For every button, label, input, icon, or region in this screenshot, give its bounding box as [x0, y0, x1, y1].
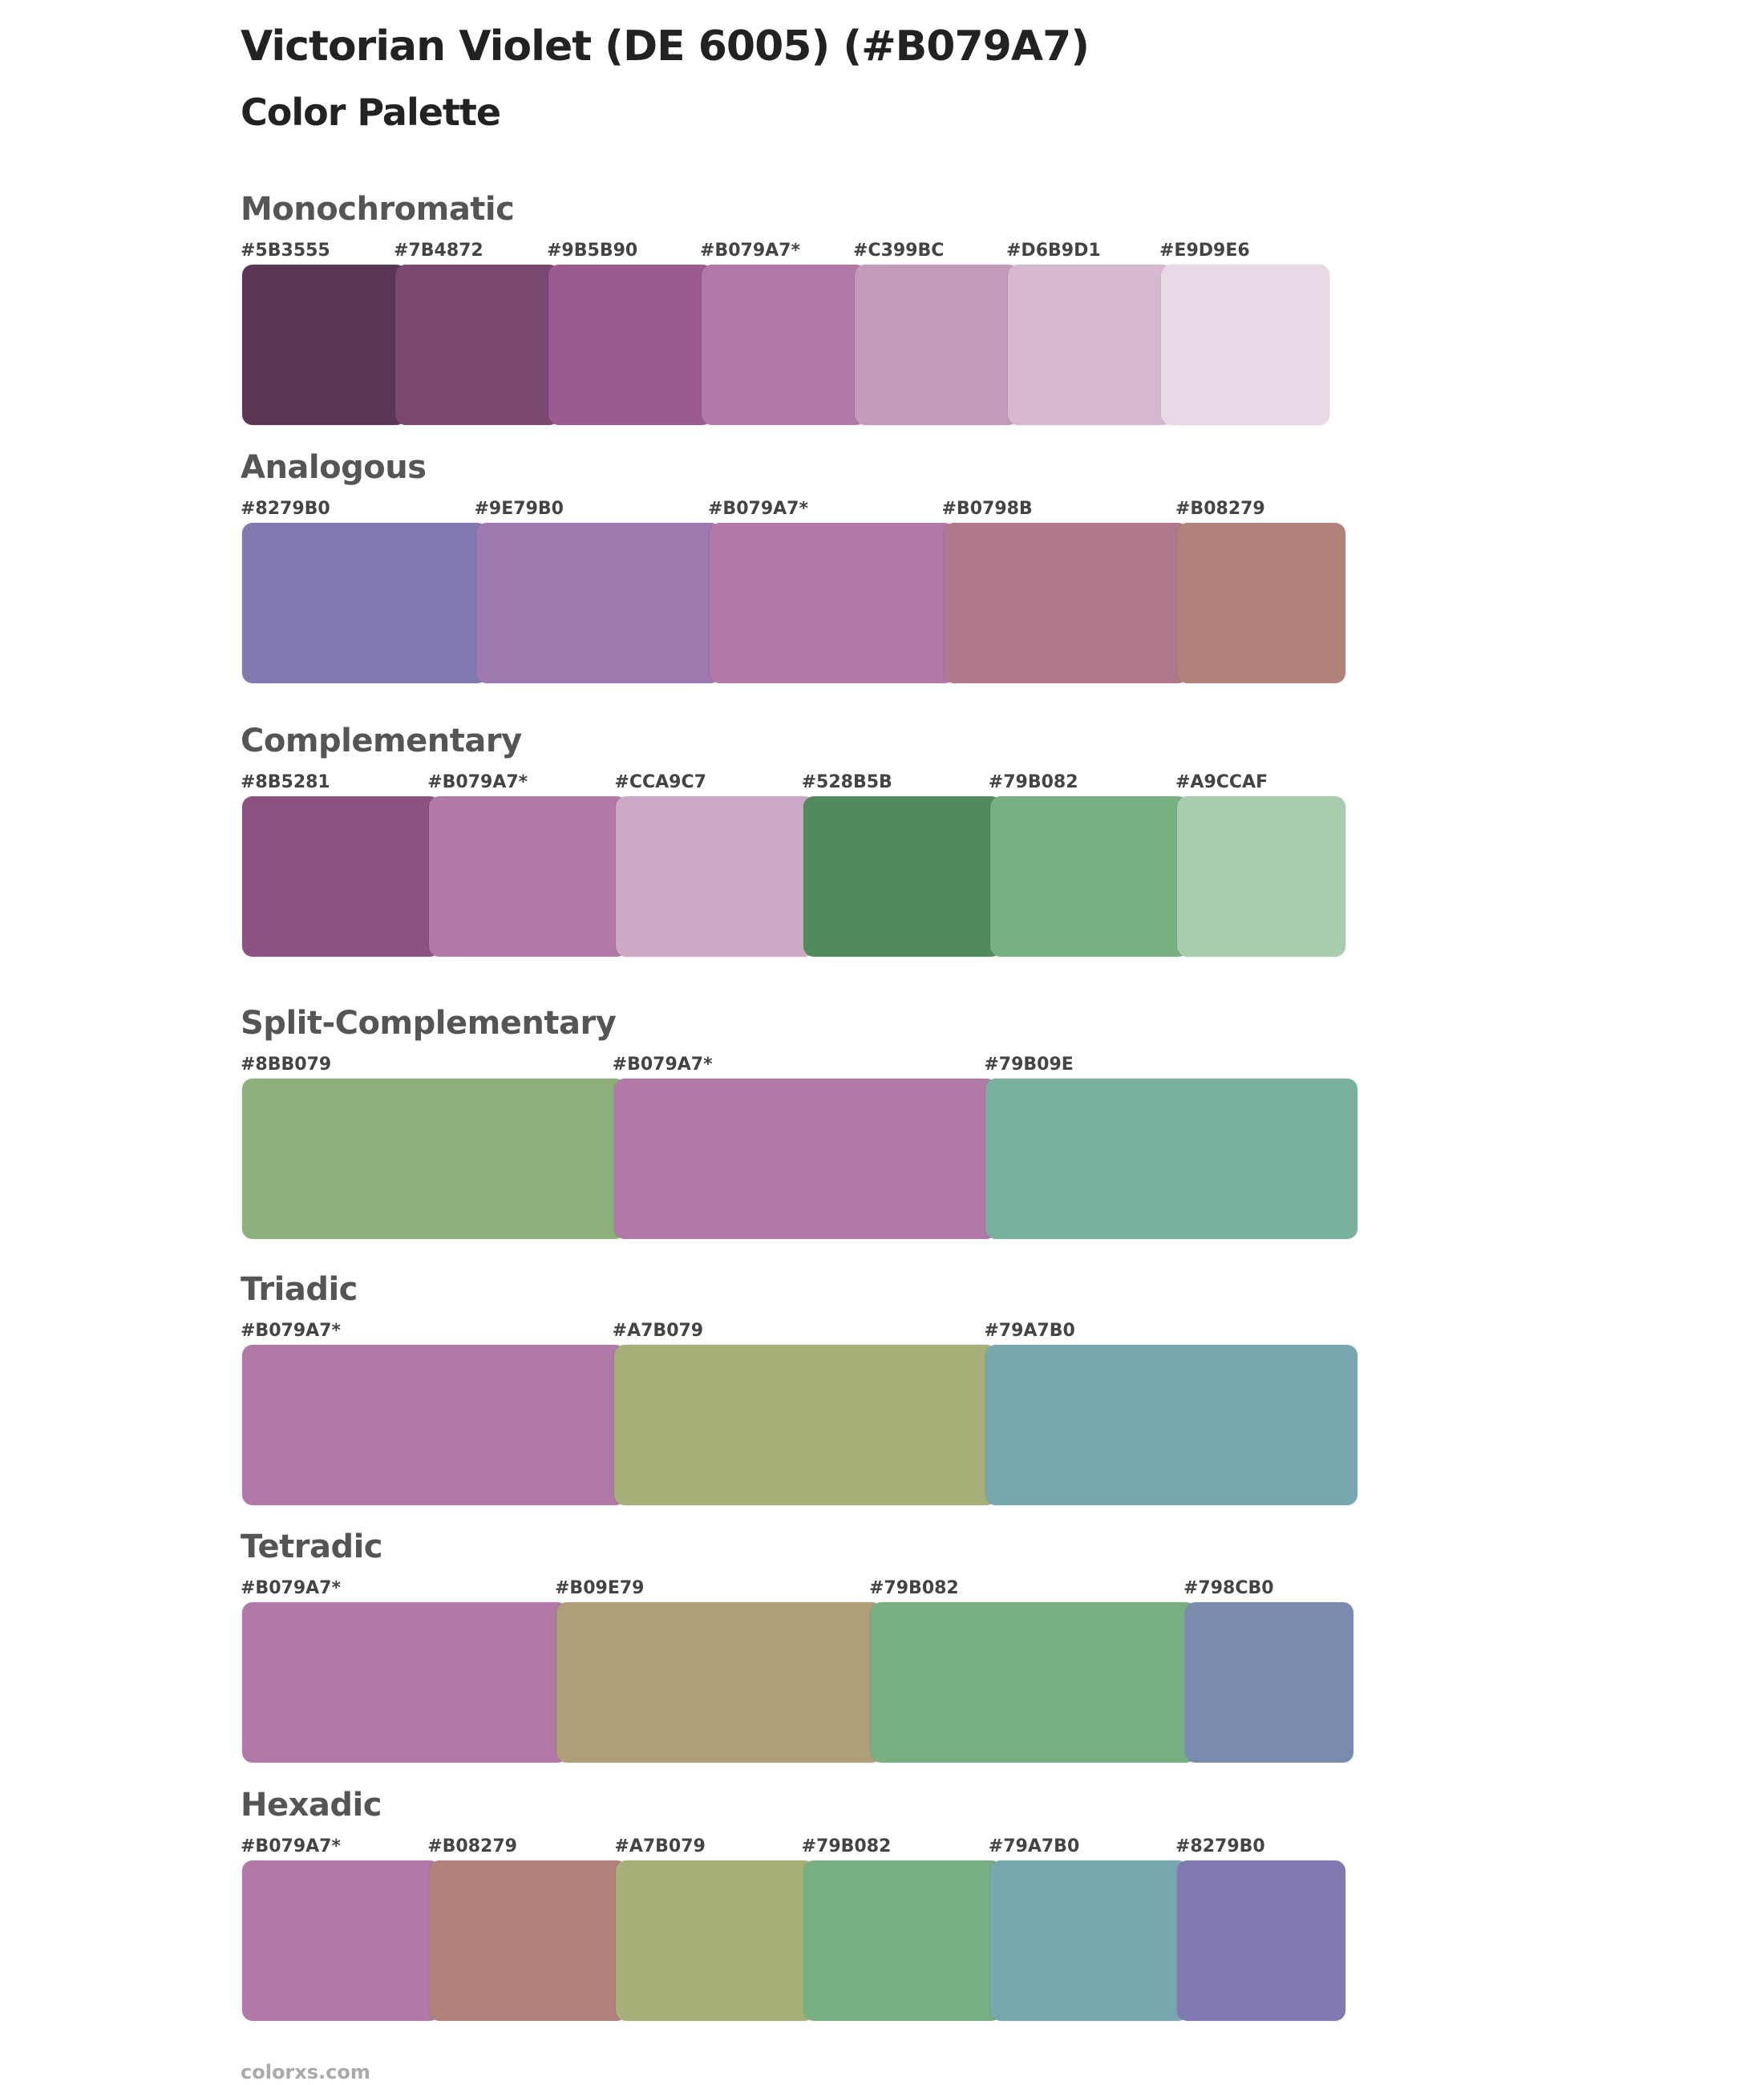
color-swatch[interactable]: [1161, 265, 1329, 425]
section-heading: Complementary: [241, 723, 522, 759]
color-swatch[interactable]: [242, 265, 407, 425]
section-heading: Split-Complementary: [241, 1005, 617, 1042]
color-swatch[interactable]: [548, 265, 713, 425]
color-hex-label: #79B082: [869, 1578, 959, 1598]
color-swatch[interactable]: [803, 1860, 1001, 2021]
color-swatch[interactable]: [710, 523, 955, 683]
color-swatch[interactable]: [429, 796, 628, 957]
color-hex-label: #B0798B: [941, 499, 1033, 519]
color-swatch[interactable]: [803, 796, 1001, 957]
color-swatch[interactable]: [242, 796, 441, 957]
color-hex-label: #8BB079: [241, 1055, 332, 1075]
color-hex-label: #B079A7*: [700, 241, 800, 261]
color-hex-label: #9B5B90: [547, 241, 638, 261]
color-swatch[interactable]: [395, 265, 560, 425]
page-title: Victorian Violet (DE 6005) (#B079A7): [241, 22, 1090, 71]
color-hex-label: #B079A7*: [612, 1055, 713, 1075]
color-hex-label: #8279B0: [241, 499, 330, 519]
color-swatch[interactable]: [989, 1860, 1188, 2021]
color-hex-label: #798CB0: [1183, 1578, 1274, 1598]
color-hex-label: #B079A7*: [241, 1578, 341, 1598]
color-hex-label: #79B09E: [984, 1055, 1074, 1075]
color-hex-label: #A7B079: [612, 1321, 704, 1341]
color-hex-label: #79B082: [988, 772, 1078, 792]
color-swatch[interactable]: [613, 1345, 997, 1505]
color-hex-label: #D6B9D1: [1006, 241, 1101, 261]
section-heading: Tetradic: [241, 1528, 383, 1565]
footer-site-link[interactable]: colorxs.com: [241, 2061, 370, 2083]
color-swatch[interactable]: [989, 796, 1188, 957]
color-swatch[interactable]: [616, 796, 815, 957]
page-subtitle: Color Palette: [241, 91, 501, 134]
section-heading: Analogous: [241, 449, 427, 486]
section-heading: Triadic: [241, 1271, 358, 1308]
color-swatch[interactable]: [616, 1860, 815, 2021]
color-swatch[interactable]: [242, 1602, 568, 1763]
color-swatch[interactable]: [985, 1079, 1357, 1239]
color-hex-label: #7B4872: [394, 241, 483, 261]
section-heading: Monochromatic: [241, 191, 515, 228]
color-hex-label: #528B5B: [801, 772, 892, 792]
color-swatch[interactable]: [1185, 1602, 1353, 1763]
color-swatch[interactable]: [429, 1860, 628, 2021]
color-swatch[interactable]: [1177, 1860, 1345, 2021]
color-hex-label: #79A7B0: [988, 1836, 1080, 1856]
color-hex-label: #B09E79: [555, 1578, 645, 1598]
color-hex-label: #E9D9E6: [1159, 241, 1250, 261]
color-swatch[interactable]: [556, 1602, 882, 1763]
color-swatch[interactable]: [702, 265, 866, 425]
color-swatch[interactable]: [871, 1602, 1196, 1763]
color-hex-label: #C399BC: [853, 241, 945, 261]
color-swatch[interactable]: [242, 1079, 625, 1239]
color-hex-label: #B08279: [1175, 499, 1265, 519]
color-swatch[interactable]: [242, 1860, 441, 2021]
color-swatch[interactable]: [242, 1345, 625, 1505]
color-swatch[interactable]: [985, 1345, 1357, 1505]
color-swatch[interactable]: [855, 265, 1019, 425]
color-hex-label: #B079A7*: [427, 772, 528, 792]
color-hex-label: #9E79B0: [474, 499, 564, 519]
color-hex-label: #B079A7*: [241, 1836, 341, 1856]
color-hex-label: #8B5281: [241, 772, 330, 792]
color-hex-label: #CCA9C7: [614, 772, 706, 792]
color-hex-label: #A7B079: [614, 1836, 706, 1856]
color-swatch[interactable]: [1177, 796, 1345, 957]
color-hex-label: #5B3555: [241, 241, 330, 261]
color-swatch[interactable]: [943, 523, 1188, 683]
section-heading: Hexadic: [241, 1787, 382, 1824]
color-hex-label: #79B082: [801, 1836, 892, 1856]
color-hex-label: #B08279: [427, 1836, 517, 1856]
color-hex-label: #8279B0: [1175, 1836, 1265, 1856]
color-hex-label: #A9CCAF: [1175, 772, 1268, 792]
color-swatch[interactable]: [475, 523, 721, 683]
color-hex-label: #B079A7*: [241, 1321, 341, 1341]
color-swatch[interactable]: [1008, 265, 1172, 425]
color-hex-label: #B079A7*: [708, 499, 808, 519]
color-swatch[interactable]: [242, 523, 488, 683]
color-swatch[interactable]: [1177, 523, 1345, 683]
color-swatch[interactable]: [613, 1079, 997, 1239]
color-hex-label: #79A7B0: [984, 1321, 1075, 1341]
